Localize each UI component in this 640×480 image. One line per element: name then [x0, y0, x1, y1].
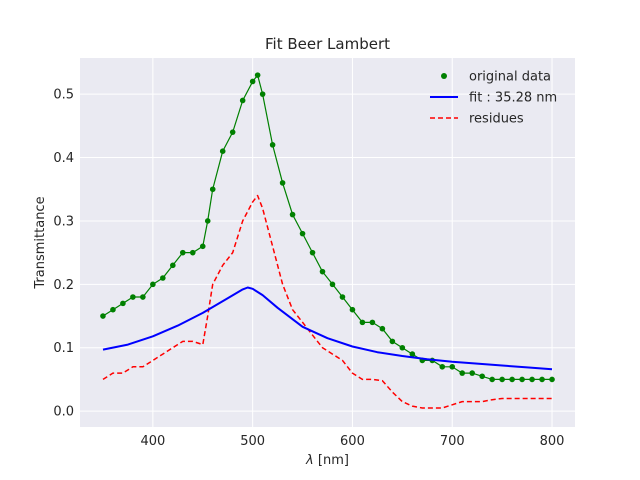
original-data-point [409, 351, 416, 357]
grid [80, 58, 575, 427]
y-tick-label: 0.0 [53, 405, 74, 420]
original-data-point [509, 376, 515, 383]
original-data-point [499, 376, 505, 383]
original-data-point [439, 363, 446, 370]
original-data-point [539, 376, 545, 383]
x-axis-label: λ [nm] [305, 453, 349, 468]
original-data-point [479, 373, 485, 380]
original-data-point [199, 243, 206, 250]
original-data-point [449, 363, 456, 370]
y-tick-label: 0.2 [53, 278, 74, 293]
x-tick-label: 500 [240, 434, 265, 449]
original-data-point [189, 249, 196, 256]
original-data-point [349, 306, 356, 313]
original-data-point [179, 249, 186, 256]
original-data-point [379, 325, 386, 332]
original-data-point [369, 319, 376, 326]
original-data-point [399, 344, 406, 351]
legend-label-original-data: original data [469, 70, 551, 85]
original-data-point [160, 275, 166, 281]
original-data-point [529, 376, 535, 383]
original-data-point [319, 268, 326, 275]
original-data-point [389, 338, 396, 345]
x-tick-label: 600 [340, 434, 365, 449]
original-data-point [259, 91, 266, 97]
y-axis-label: Transmittance [33, 196, 48, 289]
original-data-point [289, 211, 296, 218]
original-data-point [239, 97, 246, 104]
y-tick-label: 0.4 [53, 151, 74, 166]
original-data-point [269, 142, 276, 148]
chart-title: Fit Beer Lambert [265, 35, 390, 53]
original-data-point [279, 180, 286, 186]
legend-marker-original-data [441, 73, 447, 79]
original-data-point [329, 281, 336, 288]
x-tick-label: 400 [140, 434, 165, 449]
original-data-point [519, 376, 525, 383]
original-data-point [110, 306, 116, 313]
x-tick-label: 800 [540, 434, 565, 449]
original-data-point [204, 218, 211, 224]
original-data-point [254, 72, 261, 78]
original-data-point [229, 129, 236, 135]
legend-label-fit: fit : 35.28 nm [469, 91, 557, 106]
original-data-point [170, 262, 176, 269]
series-layer [100, 72, 555, 409]
original-data-point [140, 294, 146, 300]
original-data-point [130, 294, 136, 300]
residues-line [102, 194, 552, 409]
original-data-point [459, 370, 466, 376]
original-data-point [219, 148, 226, 155]
legend: original data fit : 35.28 nm residues [430, 70, 557, 127]
original-data-point [120, 300, 126, 307]
original-data-point [339, 294, 346, 300]
original-data-point [299, 230, 306, 237]
original-data-point [249, 78, 256, 85]
x-tick-label: 700 [440, 434, 465, 449]
original-data-point [309, 249, 316, 256]
x-axis-label-unit: [nm] [314, 453, 349, 468]
original-data-point [489, 376, 495, 383]
fit-line [102, 286, 553, 371]
original-data-point [549, 376, 555, 383]
original-data-point [469, 370, 476, 376]
x-axis-label-symbol: λ [305, 453, 314, 468]
original-data-point [100, 313, 106, 319]
original-data-point [209, 186, 216, 193]
original-data-point [359, 319, 366, 326]
original-data-point [150, 281, 156, 288]
y-tick-label: 0.5 [53, 88, 74, 103]
y-tick-label: 0.1 [53, 341, 74, 356]
y-tick-label: 0.3 [53, 214, 74, 229]
legend-label-residues: residues [469, 112, 524, 127]
ticks: 400 500 600 700 800 0.0 0.1 0.2 0.3 0.4 0.5 [53, 88, 564, 449]
